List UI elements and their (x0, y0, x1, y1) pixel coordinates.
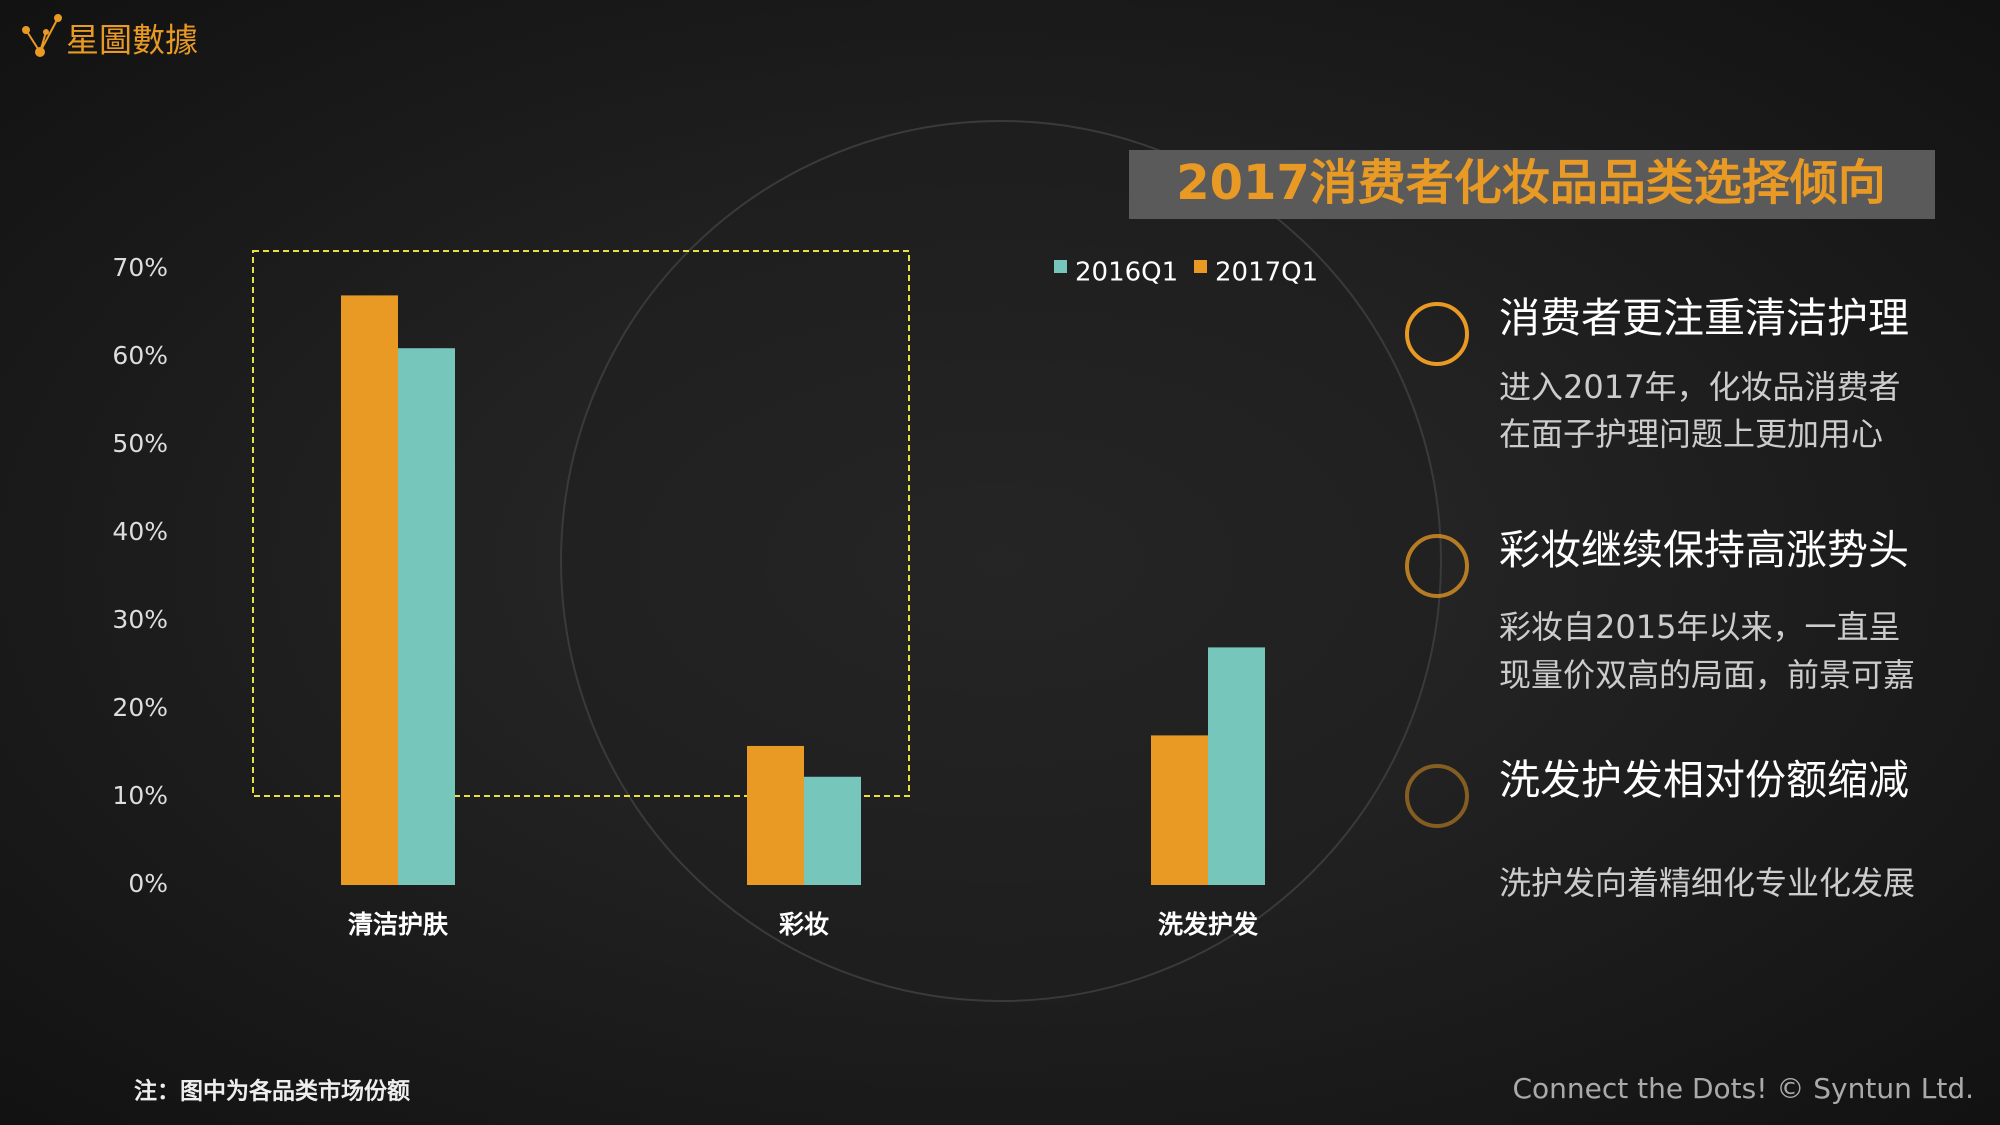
point-heading: 洗发护发相对份额缩减 (1499, 756, 1909, 804)
legend-swatch (1194, 260, 1207, 273)
bar (1151, 735, 1208, 885)
x-tick-label: 清洁护肤 (348, 910, 449, 939)
point-heading: 消费者更注重清洁护理 (1499, 294, 1909, 342)
title-box (1129, 150, 1935, 219)
x-tick-label: 洗发护发 (1158, 910, 1258, 939)
point-body: 在面子护理问题上更加用心 (1499, 415, 1883, 453)
y-tick-label: 50% (112, 429, 168, 458)
chart-title: 2017消费者化妆品品类选择倾向 (1176, 155, 1886, 211)
y-tick-label: 40% (112, 517, 168, 546)
x-tick-label: 彩妆 (779, 910, 829, 939)
bar (747, 745, 804, 885)
y-tick-label: 30% (112, 605, 168, 634)
bar (804, 776, 861, 885)
credit: Connect the Dots! © Syntun Ltd. (1512, 1072, 1974, 1105)
y-tick-label: 20% (112, 693, 168, 722)
logo-icon (22, 14, 62, 57)
y-tick-label: 60% (112, 341, 168, 370)
bar (398, 348, 455, 885)
point-body: 彩妆自2015年以来，一直呈 (1499, 608, 1900, 646)
point-body: 洗护发向着精细化专业化发展 (1499, 864, 1915, 902)
brand: 星圖數據 (66, 21, 198, 60)
y-tick-label: 70% (112, 253, 168, 282)
point-heading: 彩妆继续保持高涨势头 (1499, 526, 1909, 574)
y-tick-label: 10% (112, 781, 168, 810)
y-tick-label: 0% (128, 869, 168, 898)
legend-label: 2016Q1 (1075, 258, 1178, 288)
point-body: 进入2017年，化妆品消费者 (1499, 368, 1900, 406)
bar (1208, 647, 1265, 885)
point-ring (1405, 534, 1469, 598)
legend-label: 2017Q1 (1215, 258, 1318, 288)
bar (341, 295, 398, 885)
point-ring (1405, 302, 1469, 366)
legend-swatch (1054, 260, 1067, 273)
point-ring (1405, 764, 1469, 828)
note: 注：图中为各品类市场份额 (134, 1078, 410, 1105)
globe (560, 120, 1442, 1002)
point-body: 现量价双高的局面，前景可嘉 (1499, 656, 1915, 694)
